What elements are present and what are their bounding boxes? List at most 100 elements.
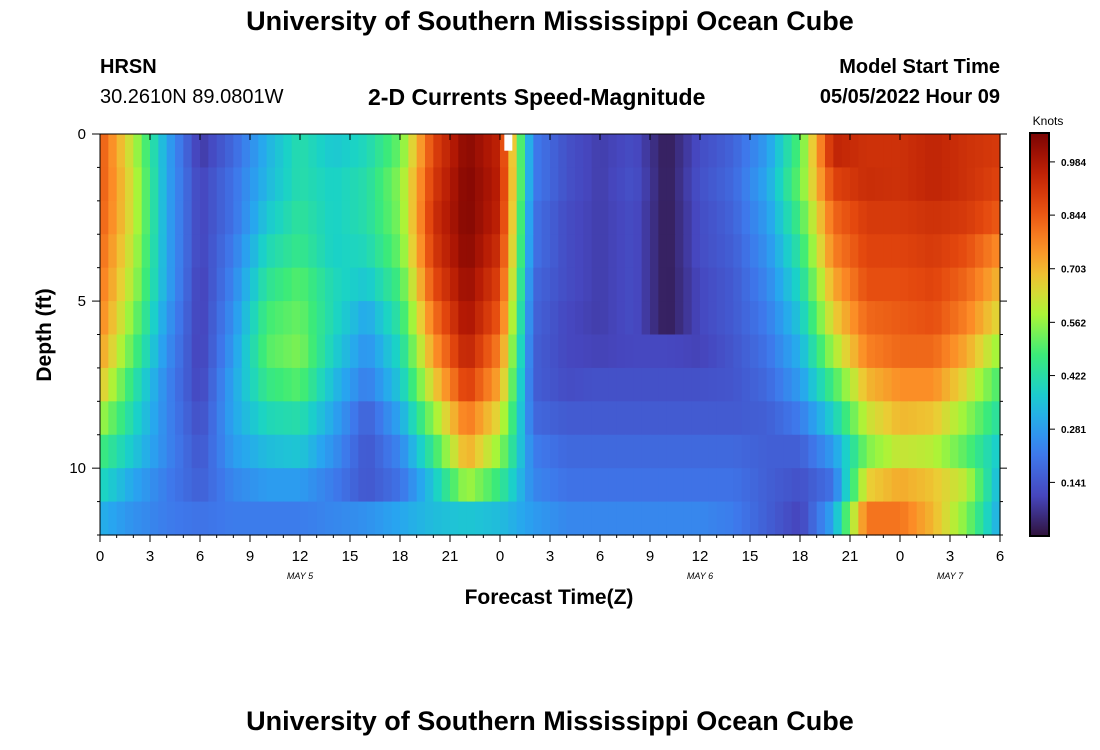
heatmap-cell xyxy=(775,501,784,536)
heatmap-cell xyxy=(216,134,226,169)
heatmap-cell xyxy=(108,401,118,436)
heatmap-cell xyxy=(633,234,643,269)
heatmap-cell xyxy=(366,234,376,269)
heatmap-cell xyxy=(541,434,551,469)
heatmap-cell xyxy=(641,301,651,336)
heatmap-cell xyxy=(308,468,318,503)
x-tick-label: 3 xyxy=(946,548,954,565)
heatmap-cell xyxy=(833,468,843,503)
heatmap-cell xyxy=(575,434,584,469)
heatmap-cell xyxy=(883,234,893,269)
heatmap-cell xyxy=(441,200,451,235)
heatmap-cell xyxy=(258,234,268,269)
heatmap-cell xyxy=(225,200,234,235)
heatmap-cell xyxy=(958,501,968,536)
heatmap-cell xyxy=(916,468,926,503)
heatmap-cell xyxy=(558,468,568,503)
heatmap-cell xyxy=(183,267,193,302)
heatmap-cell xyxy=(441,301,451,336)
heatmap-cell xyxy=(433,167,443,202)
heatmap-cell xyxy=(816,267,826,302)
heatmap-cell xyxy=(325,167,334,202)
heatmap-cell xyxy=(433,334,443,369)
heatmap-cell xyxy=(908,301,918,336)
heatmap-cell xyxy=(483,434,493,469)
heatmap-cell xyxy=(583,401,593,436)
heatmap-cell xyxy=(108,134,118,169)
heatmap-cell xyxy=(391,200,401,235)
heatmap-cell xyxy=(725,468,734,503)
heatmap-cell xyxy=(125,267,134,302)
heatmap-cell xyxy=(441,167,451,202)
heatmap-cell xyxy=(575,234,584,269)
heatmap-cell xyxy=(975,234,984,269)
heatmap-cell xyxy=(808,200,818,235)
heatmap-cell xyxy=(400,501,409,536)
heatmap-cell xyxy=(883,367,893,402)
heatmap-cell xyxy=(933,367,943,402)
heatmap-cell xyxy=(600,401,609,436)
heatmap-cell xyxy=(175,134,184,169)
heatmap-cell xyxy=(116,468,126,503)
heatmap-cell xyxy=(883,501,893,536)
heatmap-cell xyxy=(433,234,443,269)
heatmap-cell xyxy=(425,501,434,536)
heatmap-cell xyxy=(575,334,584,369)
heatmap-cell xyxy=(508,200,518,235)
heatmap-cell xyxy=(925,367,934,402)
heatmap-cell xyxy=(766,234,776,269)
heatmap-cell xyxy=(725,301,734,336)
heatmap-cell xyxy=(750,234,759,269)
heatmap-cell xyxy=(850,234,859,269)
heatmap-cell xyxy=(841,134,851,169)
heatmap-cell xyxy=(383,301,393,336)
heatmap-cell xyxy=(441,468,451,503)
heatmap-cell xyxy=(633,267,643,302)
heatmap-cell xyxy=(650,167,659,202)
heatmap-cell xyxy=(750,468,759,503)
heatmap-cell xyxy=(216,468,226,503)
heatmap-cell xyxy=(466,334,476,369)
heatmap-cell xyxy=(408,134,418,169)
heatmap-cell xyxy=(108,334,118,369)
heatmap-cell xyxy=(991,134,1001,169)
heatmap-cell xyxy=(700,167,709,202)
x-tick-label: 6 xyxy=(596,548,604,565)
heatmap-cell xyxy=(316,434,326,469)
heatmap-cell xyxy=(141,267,151,302)
heatmap-cell xyxy=(633,200,643,235)
heatmap-cell xyxy=(941,167,951,202)
heatmap-cell xyxy=(416,334,426,369)
heatmap-cell xyxy=(725,434,734,469)
heatmap-cell xyxy=(150,267,159,302)
heatmap-cell xyxy=(766,401,776,436)
heatmap-cell xyxy=(233,234,243,269)
heatmap-cell xyxy=(783,401,793,436)
heatmap-cell xyxy=(183,401,193,436)
heatmap-cell xyxy=(666,200,676,235)
heatmap-cell xyxy=(641,468,651,503)
heatmap-cell xyxy=(350,267,359,302)
heatmap-cell xyxy=(225,434,234,469)
heatmap-cell xyxy=(475,334,484,369)
heatmap-cell xyxy=(333,134,343,169)
heatmap-cell xyxy=(975,468,984,503)
heatmap-cell xyxy=(400,200,409,235)
heatmap-cell xyxy=(650,401,659,436)
heatmap-cell xyxy=(816,234,826,269)
heatmap-cell xyxy=(366,267,376,302)
heatmap-cell xyxy=(616,301,626,336)
heatmap-cell xyxy=(933,200,943,235)
heatmap-cell xyxy=(150,301,159,336)
heatmap-cell xyxy=(725,167,734,202)
heatmap-cell xyxy=(375,267,384,302)
heatmap-cell xyxy=(525,167,534,202)
heatmap-cell xyxy=(316,134,326,169)
heatmap-cell xyxy=(650,134,659,169)
heatmap-cell xyxy=(425,234,434,269)
heatmap-cell xyxy=(325,234,334,269)
heatmap-cell xyxy=(583,367,593,402)
heatmap-cell xyxy=(508,267,518,302)
heatmap-cell xyxy=(966,200,976,235)
heatmap-cell xyxy=(466,267,476,302)
